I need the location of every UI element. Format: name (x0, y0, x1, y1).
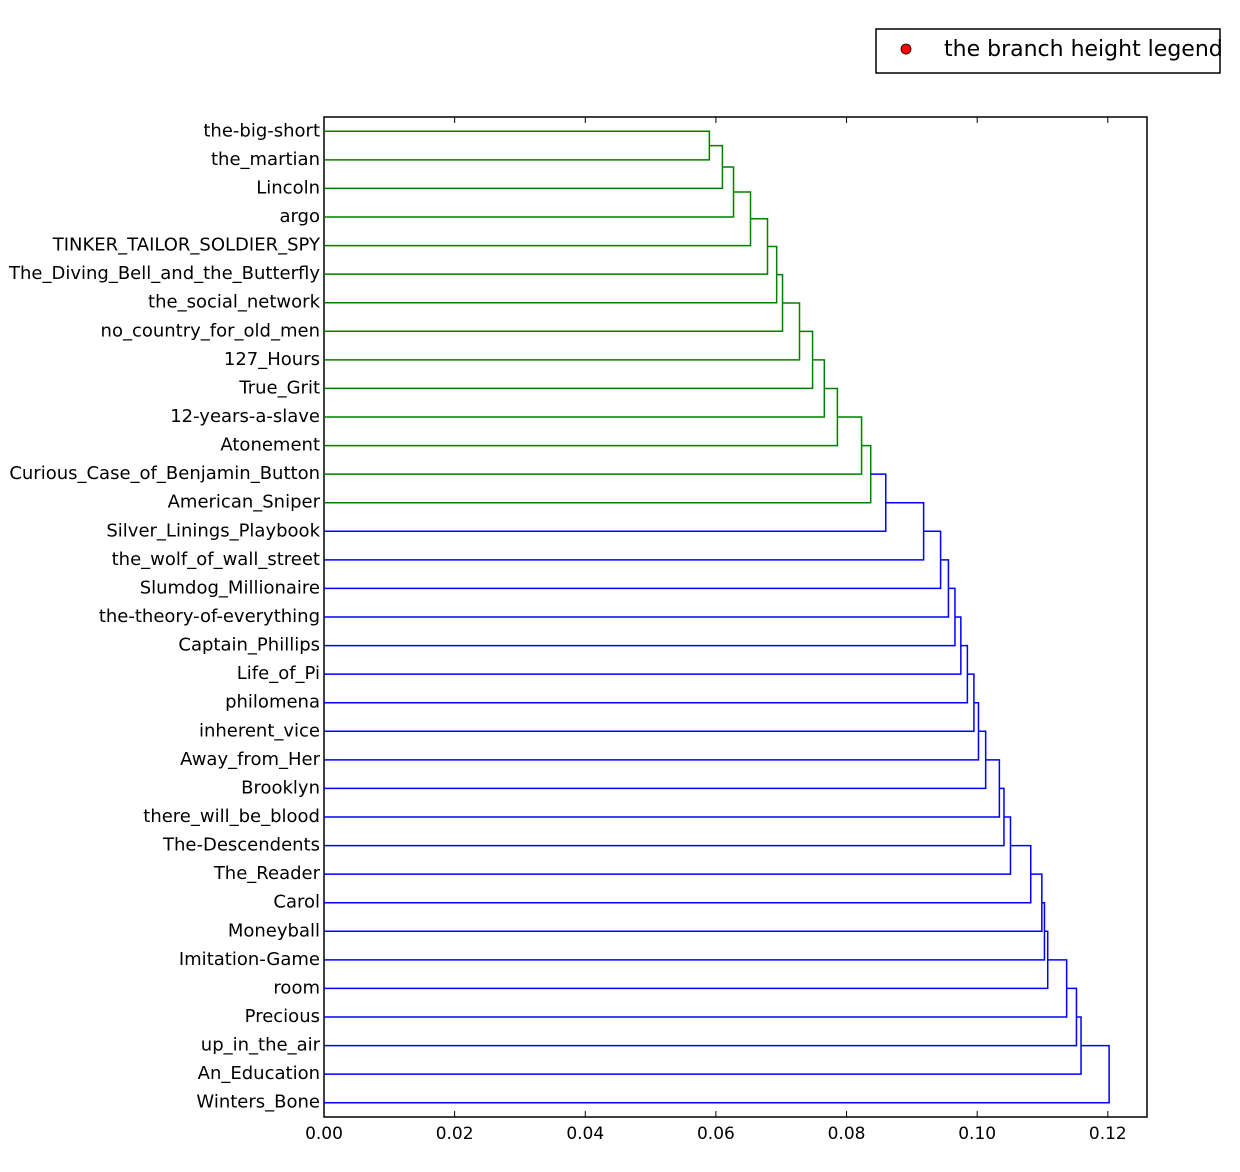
leaf-label: 12-years-a-slave (170, 406, 320, 427)
leaf-label: True_Grit (238, 377, 320, 398)
leaf-label: An_Education (198, 1063, 320, 1084)
branch (324, 901, 1046, 961)
leaf-label: Brooklyn (241, 777, 320, 798)
x-tick-label: 0.12 (1089, 1124, 1127, 1144)
leaf-label: Atonement (220, 435, 320, 456)
branch (324, 302, 801, 361)
leaf-label: Slumdog_Millionaire (140, 577, 320, 598)
leaf-label: philomena (225, 692, 320, 713)
leaf-label: Precious (245, 1006, 320, 1027)
leaf-label: the_wolf_of_wall_street (112, 549, 320, 570)
branch (324, 218, 769, 275)
legend-marker (900, 43, 912, 55)
leaf-label: Curious_Case_of_Benjamin_Button (9, 463, 320, 484)
legend: the branch height legend (875, 28, 1223, 74)
leaf-label: American_Sniper (168, 492, 321, 513)
leaf-label: the-theory-of-everything (99, 606, 320, 627)
x-tick-label: 0.08 (828, 1124, 866, 1144)
branch (324, 191, 752, 247)
branch (324, 444, 872, 504)
leaf-label: Lincoln (256, 177, 320, 198)
x-tick-label: 0.06 (697, 1124, 735, 1144)
branch (324, 1044, 1110, 1104)
leaf-label: there_will_be_blood (143, 806, 320, 827)
branch (324, 787, 1005, 847)
leaf-label: room (273, 977, 320, 998)
leaf-label: no_country_for_old_men (101, 320, 320, 341)
leaf-label: the_social_network (148, 292, 321, 313)
leaf-label: Winters_Bone (196, 1092, 320, 1113)
branch (324, 616, 962, 675)
leaf-label: TINKER_TAILOR_SOLDIER_SPY (52, 235, 321, 256)
branch (324, 144, 724, 190)
leaf-label: argo (279, 206, 320, 227)
leaf-label: the_martian (211, 149, 320, 170)
leaf-label: Carol (273, 892, 320, 913)
legend-label: the branch height legend (944, 37, 1223, 62)
leaf-label: Silver_Linings_Playbook (106, 520, 320, 541)
leaf-label: The-Descendents (162, 835, 320, 856)
branch (324, 130, 711, 161)
leaf-label: 127_Hours (224, 349, 320, 370)
leaf-label: up_in_the_air (201, 1035, 321, 1056)
branch (324, 473, 887, 533)
x-tick-label: 0.04 (566, 1124, 604, 1144)
x-tick-label: 0.00 (305, 1124, 343, 1144)
leaf-label: inherent_vice (199, 720, 320, 741)
branch (324, 387, 839, 447)
leaf-label: Moneyball (228, 920, 320, 941)
leaf-label: Captain_Phillips (178, 635, 320, 656)
leaf-label: Imitation-Game (179, 949, 320, 970)
leaf-label: The_Diving_Bell_and_the_Butterfly (8, 263, 320, 284)
branch (324, 501, 925, 561)
branch (324, 844, 1032, 904)
leaf-label: Life_of_Pi (237, 663, 320, 684)
x-tick-label: 0.10 (958, 1124, 996, 1144)
leaf-label: the-big-short (203, 120, 320, 141)
x-tick-label: 0.02 (436, 1124, 474, 1144)
leaf-label: Away_from_Her (180, 749, 320, 770)
leaf-label: The_Reader (213, 863, 321, 884)
legend-box (875, 28, 1221, 74)
branch (324, 166, 735, 218)
